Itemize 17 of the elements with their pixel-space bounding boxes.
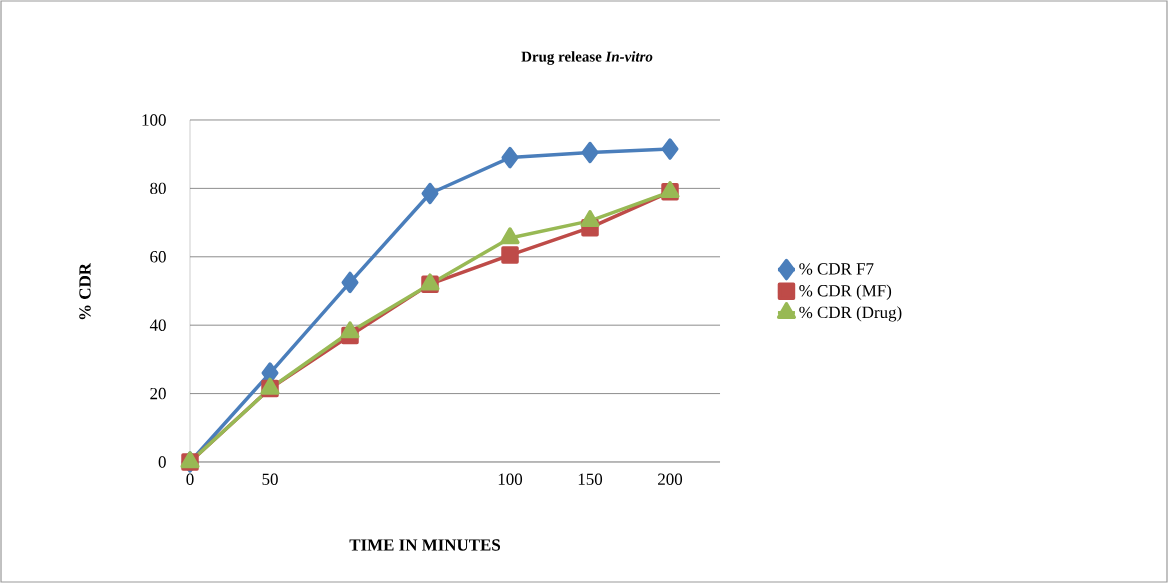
x-tick-label: 150 (578, 473, 603, 485)
y-tick-label: 100 (142, 114, 166, 126)
legend-label: % CDR (MF) (799, 284, 892, 300)
y-tick-label: 20 (150, 387, 166, 400)
y-axis-title: % CDR (79, 262, 91, 320)
legend-label: % CDR (Drug) (799, 306, 902, 322)
y-tick-label: 80 (150, 182, 166, 195)
y-tick-label: 0 (158, 456, 166, 468)
x-tick-label: 100 (498, 473, 523, 485)
y-tick-label: 60 (150, 251, 166, 263)
chart-title: Drug release In-vitro (521, 51, 653, 65)
legend-label: % CDR F7 (799, 263, 874, 275)
y-tick-label: 40 (149, 319, 166, 331)
x-tick-label: 0 (186, 473, 194, 485)
x-tick-label: 50 (262, 473, 278, 485)
x-axis-title: TIME IN MINUTES (349, 539, 501, 551)
x-tick-label: 200 (658, 473, 683, 485)
